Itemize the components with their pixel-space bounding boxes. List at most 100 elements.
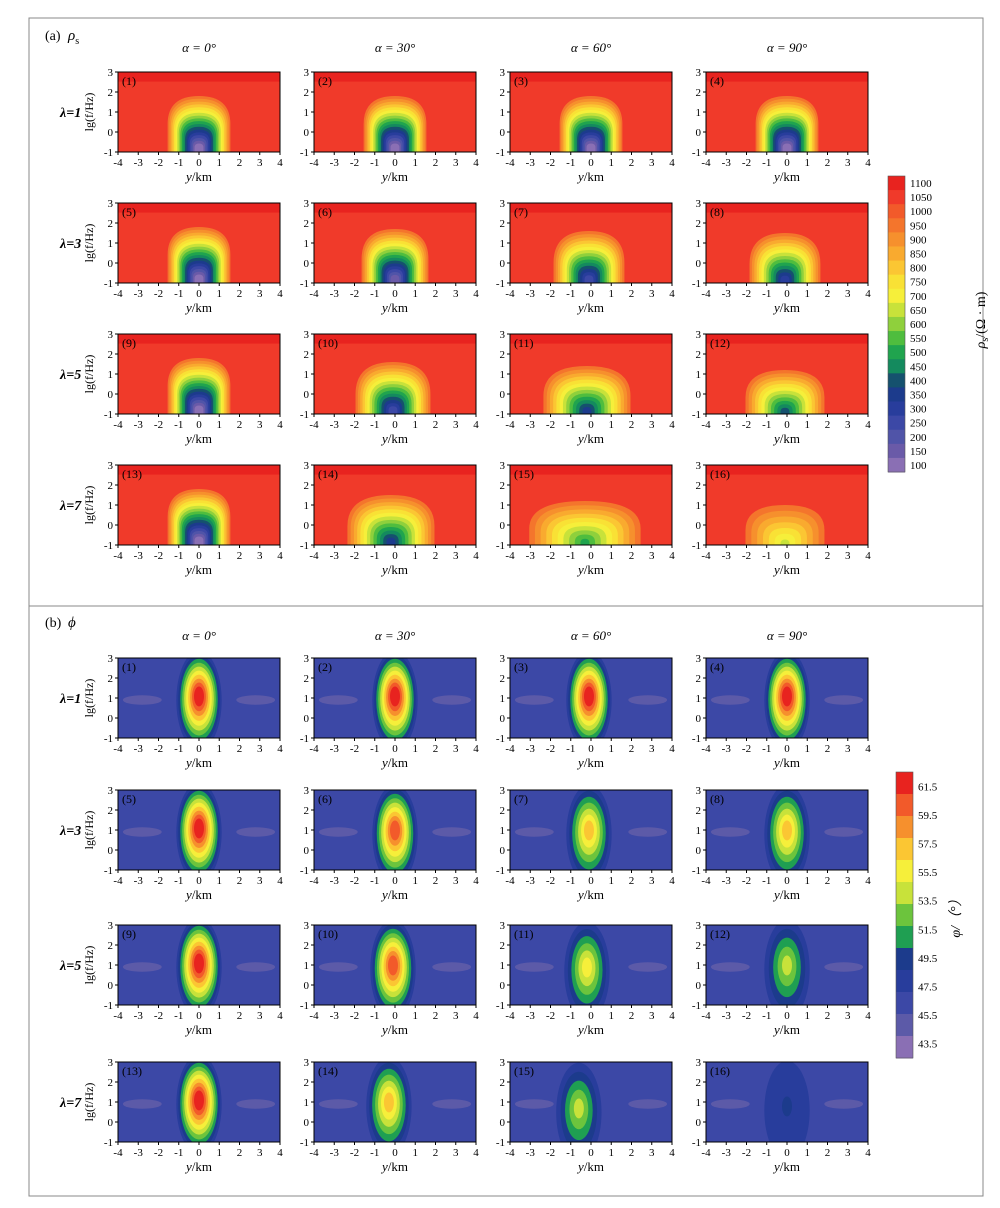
colorbar-rho-swatch <box>888 274 905 290</box>
side-lobe-left <box>710 695 750 705</box>
x-axis-label-unit: /km <box>780 1159 800 1174</box>
y-tick-label: 3 <box>696 198 702 210</box>
x-tick-label: 3 <box>845 419 851 431</box>
x-tick-label: -3 <box>330 157 340 169</box>
x-tick-label: -4 <box>309 157 319 169</box>
contour-band <box>780 539 790 545</box>
x-tick-label: 0 <box>784 288 790 300</box>
x-axis-label: y/km <box>772 431 800 446</box>
x-tick-label: -4 <box>701 875 711 887</box>
column-title: α = 90° <box>767 628 807 643</box>
y-tick-label: 1 <box>108 369 114 381</box>
subplot-a-(13): (13) -4 -3 -2 -1 0 1 2 3 4 -1 0 1 2 3 y/km lg(f/Hz) <box>82 460 283 577</box>
y-tick-label: 2 <box>108 1077 114 1089</box>
x-axis-label-unit: /km <box>584 755 604 770</box>
y-tick-label: 0 <box>304 389 310 401</box>
y-tick-label: 0 <box>500 389 506 401</box>
x-tick-label: 4 <box>277 743 283 755</box>
contour-band <box>582 407 592 414</box>
x-tick-label: -1 <box>566 419 575 431</box>
subplot-label: (16) <box>710 467 730 481</box>
subplot-b-(2): (2) -4 -3 -2 -1 0 1 2 3 4 -1 0 1 2 3 y/km <box>300 653 479 770</box>
x-tick-label: 3 <box>257 1147 263 1159</box>
x-tick-label: 0 <box>784 157 790 169</box>
subplot-label: (12) <box>710 927 730 941</box>
subplot-a-(11): (11) -4 -3 -2 -1 0 1 2 3 4 -1 0 1 2 3 y/km <box>496 329 675 446</box>
colorbar-phi-label: φ/（°） <box>948 892 964 937</box>
colorbar-rho-tick-label: 1050 <box>910 192 933 204</box>
y-tick-label: 0 <box>500 713 506 725</box>
x-tick-label: -4 <box>113 288 123 300</box>
x-tick-label: 0 <box>784 1010 790 1022</box>
x-axis-label-var: y <box>772 1022 780 1037</box>
y-tick-label: 3 <box>500 920 506 932</box>
x-axis-label-unit: /km <box>584 431 604 446</box>
x-axis-label: y/km <box>576 887 604 902</box>
x-tick-label: -3 <box>722 1010 732 1022</box>
x-axis-label-var: y <box>576 169 584 184</box>
top-band <box>510 334 672 344</box>
subplot-label: (3) <box>514 74 528 88</box>
y-tick-label: 3 <box>108 67 114 79</box>
x-tick-label: 3 <box>257 288 263 300</box>
colorbar-phi-tick-label: 57.5 <box>918 839 938 851</box>
x-tick-label: -1 <box>174 288 183 300</box>
y-tick-label: 1 <box>304 825 310 837</box>
x-tick-label: -3 <box>330 1010 340 1022</box>
x-axis-label: y/km <box>576 755 604 770</box>
column-title: α = 90° <box>767 40 807 55</box>
top-band <box>510 465 672 475</box>
x-tick-label: 1 <box>217 288 223 300</box>
subplot-plot-area <box>510 790 672 870</box>
x-tick-label: 2 <box>433 1147 439 1159</box>
x-tick-label: -4 <box>113 157 123 169</box>
y-tick-label: 1 <box>696 369 702 381</box>
side-lobe-right <box>628 1099 668 1109</box>
x-tick-label: -4 <box>505 288 515 300</box>
top-band <box>118 203 280 213</box>
x-axis-label-var: y <box>772 169 780 184</box>
x-tick-label: 3 <box>845 288 851 300</box>
subplot-plot-area <box>706 790 868 870</box>
x-axis-label: y/km <box>772 1022 800 1037</box>
y-tick-label: -1 <box>300 147 309 159</box>
y-tick-label: 1 <box>500 1097 506 1109</box>
colorbar-rho-label: ρs/(Ω · m) <box>974 291 991 349</box>
y-tick-label: 0 <box>108 713 114 725</box>
x-axis-label-unit: /km <box>192 562 212 577</box>
subplot-plot-area <box>706 465 868 545</box>
x-tick-label: 0 <box>196 288 202 300</box>
y-tick-label: -1 <box>300 409 309 421</box>
colorbar-rho-swatch <box>888 457 905 473</box>
y-tick-label: -1 <box>496 278 505 290</box>
subplot-label: (4) <box>710 74 724 88</box>
x-tick-label: -2 <box>546 875 555 887</box>
subplot-plot-area <box>314 658 476 738</box>
x-axis-label-var: y <box>772 755 780 770</box>
x-tick-label: -3 <box>722 157 732 169</box>
top-band <box>118 465 280 475</box>
y-tick-label: -1 <box>496 1137 505 1149</box>
x-tick-label: -3 <box>134 419 144 431</box>
x-tick-label: -2 <box>154 419 163 431</box>
subplot-label: (8) <box>710 792 724 806</box>
x-tick-label: -4 <box>309 419 319 431</box>
y-axis-label: lg(f/Hz) <box>82 486 96 525</box>
side-lobe-left <box>710 1099 750 1109</box>
x-tick-label: 1 <box>805 550 811 562</box>
y-tick-label: -1 <box>300 1137 309 1149</box>
x-tick-label: 0 <box>588 743 594 755</box>
y-tick-label: 0 <box>696 389 702 401</box>
x-tick-label: 4 <box>669 550 675 562</box>
y-tick-label: 0 <box>500 1117 506 1129</box>
x-tick-label: 4 <box>473 157 479 169</box>
x-tick-label: 3 <box>453 419 459 431</box>
x-axis-label-unit: /km <box>584 169 604 184</box>
x-tick-label: -1 <box>762 288 771 300</box>
x-tick-label: 3 <box>257 743 263 755</box>
x-tick-label: -4 <box>701 1147 711 1159</box>
side-lobe-left <box>122 827 162 837</box>
x-tick-label: 3 <box>845 743 851 755</box>
subplot-a-(9): (9) -4 -3 -2 -1 0 1 2 3 4 -1 0 1 2 3 y/km lg(f/Hz) <box>82 329 283 446</box>
x-tick-label: -2 <box>154 1010 163 1022</box>
